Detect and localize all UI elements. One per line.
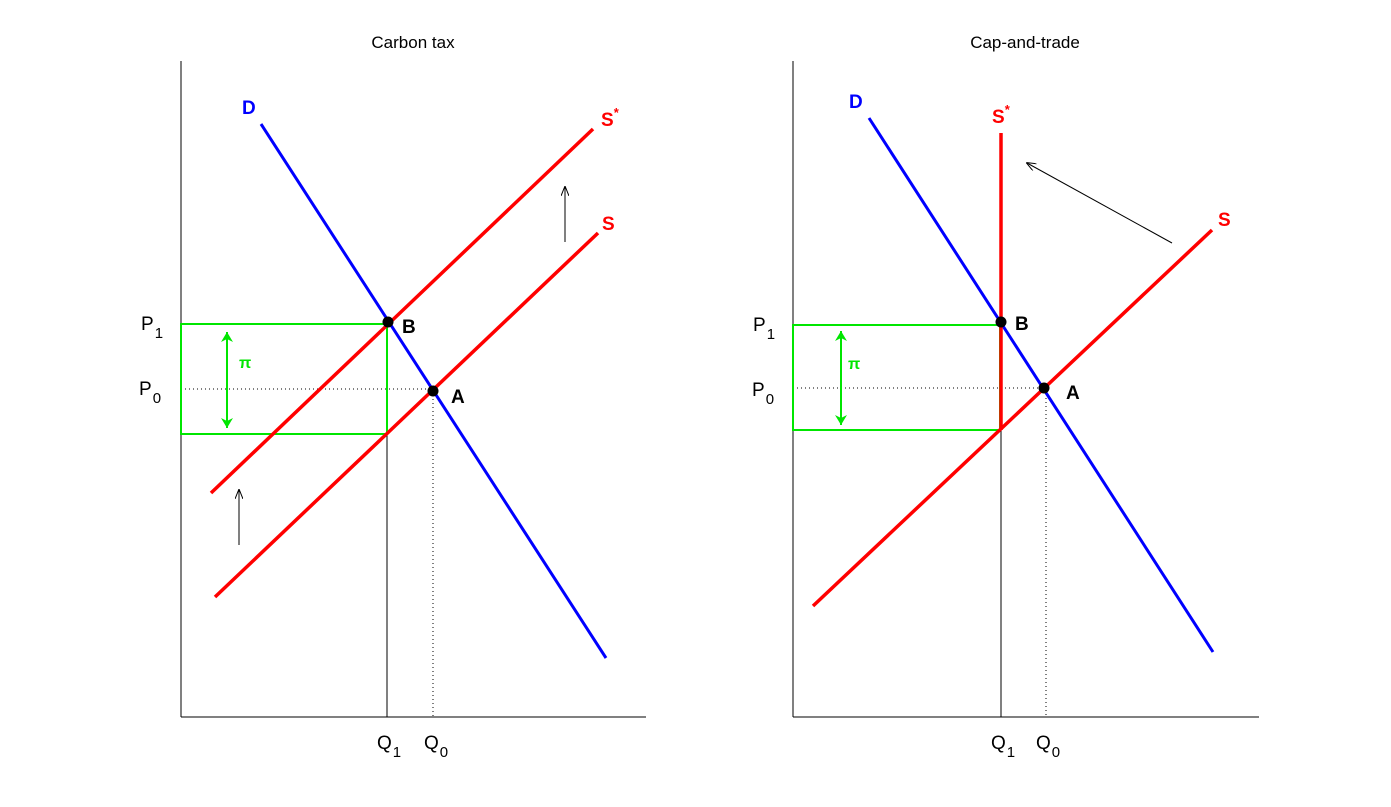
point-b-marker bbox=[995, 316, 1007, 328]
demand-label: D bbox=[849, 92, 863, 113]
shift-arrow bbox=[1027, 163, 1173, 244]
point-b-marker bbox=[382, 316, 394, 328]
point-a-marker bbox=[427, 385, 439, 397]
panel-title: Carbon tax bbox=[371, 33, 455, 52]
panel-cap-and-trade: Cap-and-trade π D S* S B A P1 P0 Q1 Q0 bbox=[752, 33, 1259, 761]
supply-curve bbox=[213, 231, 600, 599]
q1-label: Q1 bbox=[991, 733, 1015, 761]
point-b-label: B bbox=[1015, 314, 1029, 335]
shifted-supply-label: S* bbox=[601, 105, 620, 131]
p1-label: P1 bbox=[141, 314, 163, 342]
supply-curve bbox=[811, 228, 1214, 608]
point-a-label: A bbox=[1066, 383, 1080, 404]
p1-label: P1 bbox=[753, 315, 775, 343]
q0-label: Q0 bbox=[1036, 733, 1060, 761]
point-a-marker bbox=[1038, 382, 1050, 394]
profit-label: π bbox=[239, 355, 251, 372]
q1-label: Q1 bbox=[377, 733, 401, 761]
profit-rectangle bbox=[180, 323, 388, 435]
p0-label: P0 bbox=[139, 379, 161, 407]
supply-label: S bbox=[602, 214, 615, 235]
q0-label: Q0 bbox=[424, 733, 448, 761]
shifted-supply-label: S* bbox=[992, 102, 1011, 128]
profit-rectangle bbox=[792, 324, 1001, 431]
supply-label: S bbox=[1218, 210, 1231, 231]
shifted-supply-curve bbox=[209, 127, 595, 495]
profit-label: π bbox=[848, 356, 860, 373]
point-a-label: A bbox=[451, 387, 465, 408]
demand-label: D bbox=[242, 98, 256, 119]
panel-title: Cap-and-trade bbox=[970, 33, 1080, 52]
p0-label: P0 bbox=[752, 380, 774, 408]
point-b-label: B bbox=[402, 317, 416, 338]
panel-carbon-tax: Carbon tax π D S* S B A P1 P0 Q1 Q0 bbox=[139, 33, 646, 761]
